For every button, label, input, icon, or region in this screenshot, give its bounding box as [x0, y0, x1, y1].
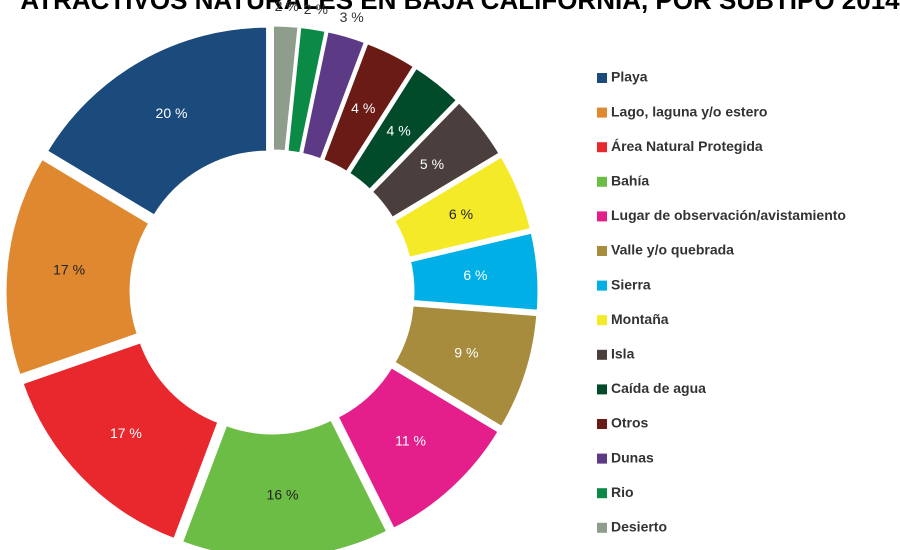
legend-swatch [597, 315, 607, 326]
donut-slice [369, 99, 503, 221]
donut-slice [346, 65, 460, 193]
legend-label: Playa [611, 69, 648, 85]
legend-swatch [597, 176, 607, 187]
legend-swatch [597, 349, 607, 360]
data-label: 6 % [449, 206, 473, 222]
data-label: 4 % [351, 100, 375, 116]
data-label: 6 % [463, 267, 487, 283]
legend-label: Dunas [611, 449, 654, 465]
legend-label: Montaña [611, 311, 669, 327]
data-label: 17 % [53, 262, 85, 278]
legend-swatch [597, 107, 607, 118]
legend-label: Lugar de observación/avistamiento [611, 207, 846, 223]
data-label: 2 % [304, 1, 328, 17]
data-label: 16 % [267, 486, 299, 502]
legend-label: Rio [611, 484, 634, 500]
legend-label: Otros [611, 415, 649, 431]
donut-slice [3, 156, 152, 378]
legend-label: Área Natural Protegida [611, 138, 763, 154]
data-label: 20 % [156, 105, 188, 121]
data-label: 9 % [454, 345, 478, 361]
data-label: 3 % [340, 9, 364, 25]
donut-slice [179, 417, 390, 550]
legend-label: Lago, laguna y/o estero [611, 103, 767, 119]
legend-swatch [597, 488, 607, 499]
donut-slice [391, 153, 534, 261]
data-label: 5 % [420, 156, 444, 172]
donut-slice [335, 364, 502, 532]
legend-label: Desierto [611, 519, 667, 535]
donut-slice [270, 23, 301, 154]
data-label: 11 % [395, 432, 426, 448]
donut-slice [44, 24, 270, 219]
donut-slice [19, 339, 221, 542]
donut-slice [391, 303, 540, 430]
legend-swatch [597, 280, 607, 291]
legend-swatch [597, 246, 607, 256]
legend-swatch [597, 522, 607, 533]
donut-slice [320, 40, 417, 175]
legend-label: Valle y/o quebrada [611, 242, 734, 258]
legend-label: Bahía [611, 173, 649, 189]
legend-label: Caída de agua [611, 380, 706, 396]
legend-swatch [597, 419, 607, 429]
data-label: 17 % [110, 425, 142, 441]
data-label: 4 % [387, 123, 411, 139]
legend-swatch [597, 73, 607, 83]
legend-swatch [597, 384, 607, 395]
legend-swatch [597, 211, 607, 222]
data-label: 2 % [275, 0, 299, 14]
donut-slice [407, 230, 541, 313]
legend-swatch [597, 453, 607, 464]
legend-label: Isla [611, 346, 635, 362]
legend-swatch [597, 142, 607, 153]
legend-label: Sierra [611, 276, 651, 292]
chart-title: ATRACTIVOS NATURALES EN BAJA CALIFORNIA,… [20, 0, 900, 15]
